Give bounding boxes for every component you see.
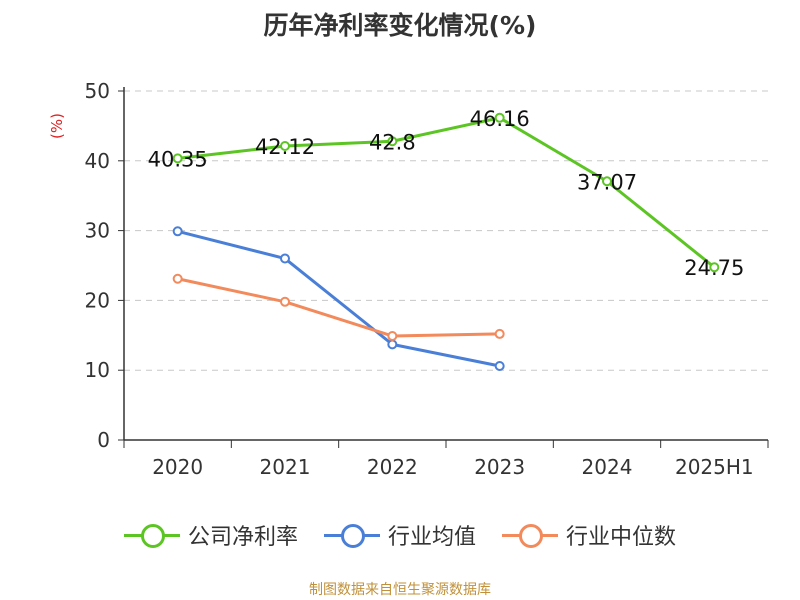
- legend-label: 行业均值: [387, 525, 476, 550]
- data-label: 42.8: [369, 130, 416, 154]
- series-line: [177, 277, 500, 338]
- y-tick-label: 40: [85, 149, 110, 173]
- x-tick-label: 2023: [474, 455, 525, 479]
- series-line: [177, 229, 500, 368]
- y-tick-label: 50: [85, 79, 110, 103]
- data-label: 40.35: [148, 147, 208, 171]
- y-tick-label: 0: [97, 428, 110, 452]
- legend-label: 公司净利率: [187, 525, 298, 550]
- x-tick-label: 2020: [152, 455, 203, 479]
- data-point: [280, 296, 290, 307]
- legend-item: 公司净利率: [123, 519, 298, 551]
- data-point: [494, 328, 505, 339]
- legend-marker: [123, 523, 180, 548]
- data-source-note: 制图数据来自恒生聚源数据库: [309, 582, 491, 598]
- series-line: [177, 116, 716, 269]
- data-point: [280, 253, 290, 264]
- data-point: [602, 176, 612, 187]
- chart-title: 历年净利率变化情况(%): [263, 11, 537, 40]
- legend-marker: [502, 523, 558, 548]
- x-tick-label: 2024: [582, 455, 633, 479]
- chart-legend: 公司净利率 行业均值 行业中位数: [0, 519, 800, 551]
- data-point: [387, 136, 398, 147]
- data-point: [172, 153, 183, 164]
- legend-item: 行业均值: [323, 519, 476, 551]
- data-label: 37.07: [577, 170, 637, 194]
- data-label: 24.75: [684, 256, 744, 280]
- x-tick-label: 2021: [260, 455, 311, 479]
- y-tick-label: 20: [85, 288, 110, 312]
- y-axis-label: (%): [48, 113, 66, 139]
- x-tick-label: 2025H1: [675, 455, 754, 479]
- data-point: [494, 361, 505, 372]
- y-tick-label: 10: [85, 358, 110, 382]
- data-label: 46.16: [470, 107, 530, 131]
- data-point: [172, 273, 183, 284]
- data-label: 42.12: [255, 135, 315, 159]
- data-point: [387, 339, 398, 350]
- data-point: [172, 226, 183, 237]
- legend-label: 行业中位数: [566, 525, 677, 550]
- data-point: [280, 141, 290, 152]
- legend-item: 行业中位数: [502, 519, 676, 551]
- data-point: [709, 262, 720, 273]
- data-point: [387, 330, 398, 341]
- y-tick-label: 30: [85, 219, 110, 243]
- x-tick-label: 2022: [367, 455, 418, 479]
- legend-marker: [323, 523, 380, 548]
- data-point: [494, 112, 505, 123]
